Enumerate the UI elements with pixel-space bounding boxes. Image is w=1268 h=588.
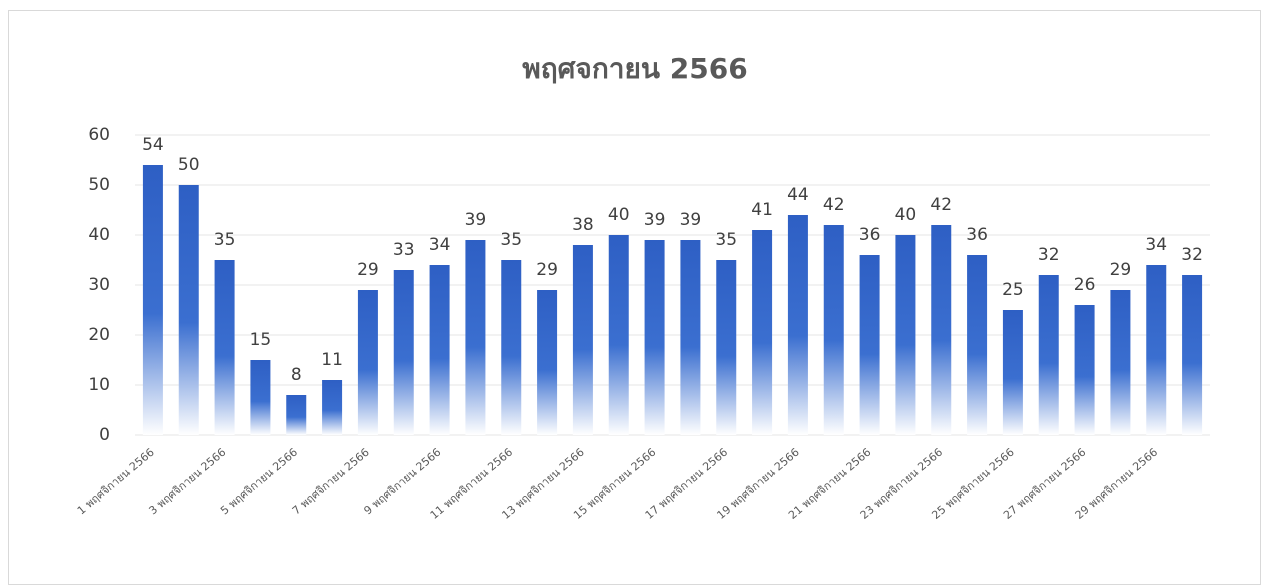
data-label: 42	[823, 195, 845, 215]
data-label: 39	[680, 210, 702, 230]
data-label: 41	[751, 200, 773, 220]
bar	[716, 260, 737, 435]
data-label: 36	[966, 225, 988, 245]
y-tick-label: 0	[99, 425, 110, 445]
data-label: 26	[1074, 275, 1096, 295]
data-label: 11	[321, 350, 343, 370]
bar	[644, 240, 665, 435]
data-label: 39	[465, 210, 487, 230]
bar	[142, 165, 163, 435]
y-tick-label: 60	[88, 125, 110, 145]
bar	[1074, 305, 1095, 435]
bar	[429, 265, 450, 435]
data-label: 33	[393, 240, 415, 260]
bar	[859, 255, 880, 435]
data-label: 34	[1145, 235, 1167, 255]
bar	[322, 380, 343, 435]
data-label: 50	[178, 155, 200, 175]
data-label: 40	[895, 205, 917, 225]
data-label: 15	[250, 330, 272, 350]
bar	[214, 260, 235, 435]
data-label: 29	[536, 260, 558, 280]
bar	[1038, 275, 1059, 435]
bar	[608, 235, 629, 435]
bar	[537, 290, 558, 435]
data-label: 38	[572, 215, 594, 235]
bar	[1110, 290, 1131, 435]
bar	[286, 395, 307, 435]
bar	[787, 215, 808, 435]
bar	[752, 230, 773, 435]
bar	[823, 225, 844, 435]
bar	[1002, 310, 1023, 435]
data-label: 32	[1181, 245, 1203, 265]
data-label: 35	[214, 230, 236, 250]
bar	[680, 240, 701, 435]
data-label: 25	[1002, 280, 1024, 300]
y-tick-label: 10	[88, 375, 110, 395]
y-tick-label: 50	[88, 175, 110, 195]
y-tick-label: 40	[88, 225, 110, 245]
chart-title: พฤศจกายน 2566	[522, 52, 748, 85]
bar	[393, 270, 414, 435]
data-label: 36	[859, 225, 881, 245]
data-label: 29	[357, 260, 379, 280]
bar	[465, 240, 486, 435]
y-tick-label: 30	[88, 275, 110, 295]
data-label: 35	[500, 230, 522, 250]
bar	[967, 255, 988, 435]
bar	[1146, 265, 1167, 435]
data-label: 40	[608, 205, 630, 225]
bar	[1182, 275, 1203, 435]
bar	[895, 235, 916, 435]
bar	[250, 360, 271, 435]
data-label: 54	[142, 135, 164, 155]
y-tick-label: 20	[88, 325, 110, 345]
data-label: 35	[715, 230, 737, 250]
data-label: 29	[1110, 260, 1132, 280]
bar	[178, 185, 199, 435]
data-label: 8	[291, 365, 302, 385]
data-label: 32	[1038, 245, 1060, 265]
bar	[931, 225, 952, 435]
data-label: 44	[787, 185, 809, 205]
bar	[501, 260, 522, 435]
data-label: 34	[429, 235, 451, 255]
data-label: 39	[644, 210, 666, 230]
data-label: 42	[930, 195, 952, 215]
bar	[572, 245, 593, 435]
bar	[357, 290, 378, 435]
